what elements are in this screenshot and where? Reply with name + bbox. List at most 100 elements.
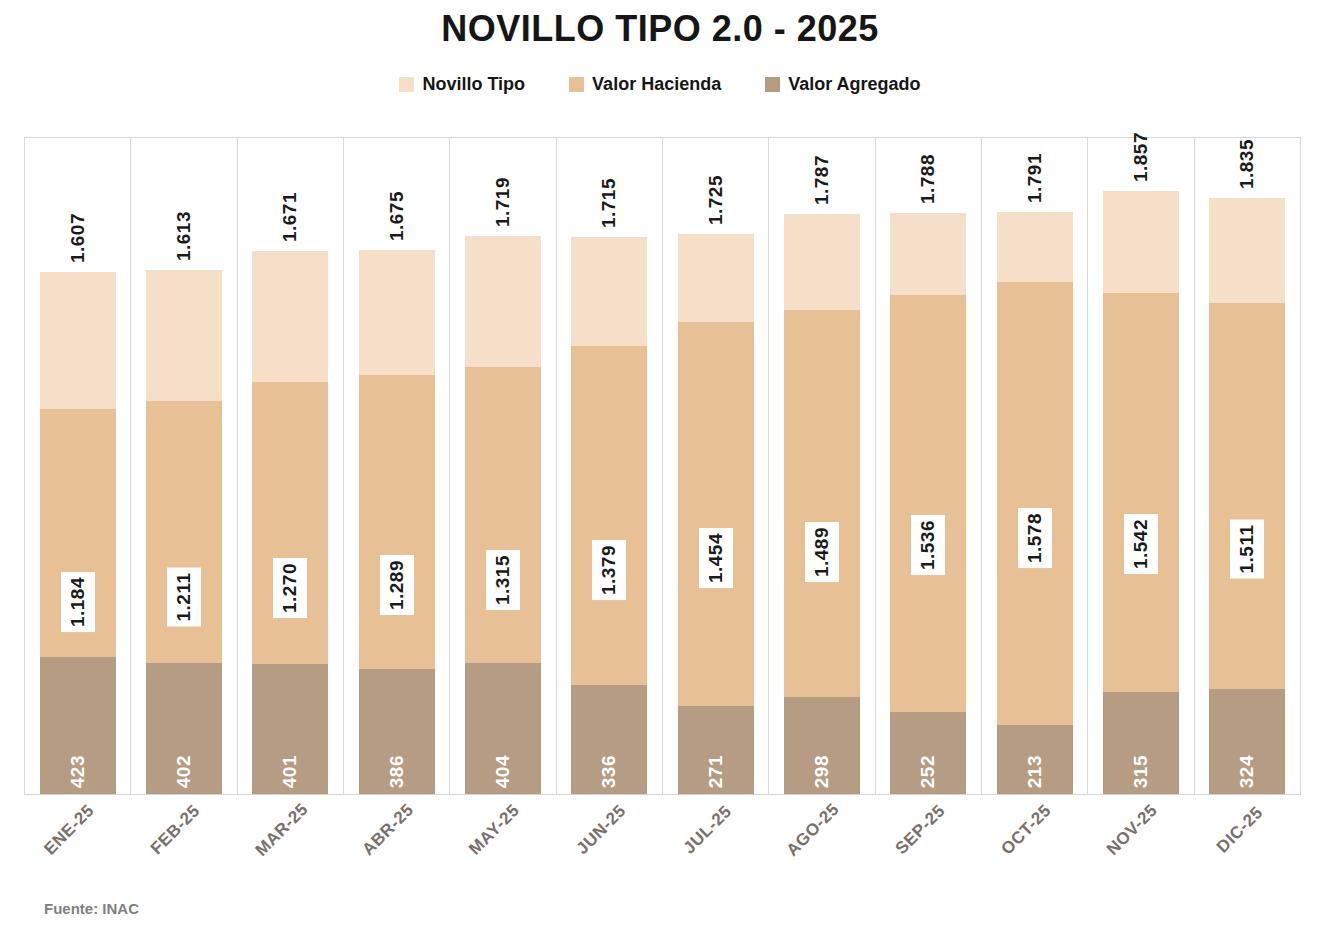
total-value-label: 1.607 — [67, 213, 89, 263]
total-value-label: 1.613 — [173, 211, 195, 261]
category-cell: 1.6711.270401 — [237, 138, 343, 794]
stacked-bar — [1209, 198, 1285, 794]
x-axis-label: JUN-25 — [573, 801, 631, 859]
x-axis-label: MAY-25 — [466, 801, 525, 860]
stacked-bar — [997, 212, 1073, 794]
segment-novillo-tipo — [1103, 191, 1179, 293]
segment-valor-agregado — [252, 664, 328, 794]
segment-novillo-tipo — [1209, 198, 1285, 303]
category-cell: 1.7251.454271 — [662, 138, 768, 794]
x-axis-cell: FEB-25 — [130, 794, 236, 894]
segment-novillo-tipo — [359, 250, 435, 375]
x-axis-label: ABR-25 — [359, 800, 419, 860]
stacked-bar — [465, 236, 541, 794]
segment-valor-hacienda — [465, 367, 541, 663]
stacked-bar — [359, 250, 435, 794]
legend-item-valor-agregado: Valor Agregado — [765, 74, 920, 95]
segment-novillo-tipo — [571, 237, 647, 346]
total-value-label: 1.671 — [279, 192, 301, 242]
segment-valor-hacienda — [40, 409, 116, 656]
segment-valor-hacienda — [678, 322, 754, 706]
segment-valor-agregado — [678, 706, 754, 794]
total-value-label: 1.788 — [917, 154, 939, 204]
segment-valor-agregado — [40, 657, 116, 794]
segment-valor-agregado — [1103, 692, 1179, 794]
category-cell: 1.7881.536252 — [875, 138, 981, 794]
source-note: Fuente: INAC — [44, 900, 139, 917]
legend-swatch-valor-hacienda — [569, 77, 584, 92]
stacked-bar — [784, 214, 860, 794]
x-axis-label: AGO-25 — [783, 799, 844, 860]
segment-novillo-tipo — [784, 214, 860, 311]
legend-label-valor-hacienda: Valor Hacienda — [592, 74, 721, 95]
category-cell: 1.8571.542315 — [1087, 138, 1193, 794]
category-cell: 1.7191.315404 — [449, 138, 555, 794]
category-cell: 1.7871.489298 — [768, 138, 874, 794]
total-value-label: 1.787 — [811, 155, 833, 205]
x-axis-label: MAR-25 — [251, 799, 312, 860]
segment-valor-hacienda — [784, 310, 860, 697]
segment-valor-hacienda — [1103, 293, 1179, 691]
segment-valor-agregado — [997, 725, 1073, 794]
x-axis-label: JUL-25 — [680, 802, 736, 858]
legend: Novillo Tipo Valor Hacienda Valor Agrega… — [0, 74, 1320, 95]
x-axis-cell: MAY-25 — [449, 794, 555, 894]
x-axis-cell: SEP-25 — [875, 794, 981, 894]
category-cell: 1.8351.511324 — [1194, 138, 1300, 794]
category-cell: 1.6751.289386 — [343, 138, 449, 794]
stacked-bar — [571, 237, 647, 794]
segment-novillo-tipo — [997, 212, 1073, 281]
x-axis-cell: OCT-25 — [981, 794, 1087, 894]
category-cell: 1.7151.379336 — [556, 138, 662, 794]
x-axis-cell: ABR-25 — [343, 794, 449, 894]
legend-item-valor-hacienda: Valor Hacienda — [569, 74, 721, 95]
stacked-bar — [146, 270, 222, 794]
chart-canvas: NOVILLO TIPO 2.0 - 2025 Novillo Tipo Val… — [0, 0, 1320, 944]
category-cell: 1.6071.184423 — [24, 138, 130, 794]
total-value-label: 1.725 — [705, 175, 727, 225]
segment-valor-hacienda — [146, 401, 222, 664]
stacked-bar — [890, 213, 966, 794]
stacked-bar — [40, 272, 116, 794]
category-cell: 1.6131.211402 — [130, 138, 236, 794]
x-axis-cell: JUL-25 — [662, 794, 768, 894]
segment-valor-agregado — [465, 663, 541, 794]
total-value-label: 1.675 — [386, 191, 408, 241]
x-axis-cell: ENE-25 — [24, 794, 130, 894]
segment-novillo-tipo — [252, 251, 328, 381]
segment-valor-hacienda — [359, 375, 435, 668]
total-value-label: 1.715 — [598, 178, 620, 228]
chart-title: NOVILLO TIPO 2.0 - 2025 — [0, 8, 1320, 50]
legend-item-novillo-tipo: Novillo Tipo — [399, 74, 525, 95]
legend-label-valor-agregado: Valor Agregado — [788, 74, 920, 95]
total-value-label: 1.835 — [1236, 139, 1258, 189]
legend-label-novillo-tipo: Novillo Tipo — [422, 74, 525, 95]
segment-valor-agregado — [784, 697, 860, 794]
segment-novillo-tipo — [146, 270, 222, 401]
segment-valor-agregado — [890, 712, 966, 794]
x-axis: ENE-25 FEB-25MAR-25 ABR-25 MAY-25 JUN-25 JUL-… — [24, 794, 1300, 894]
total-value-label: 1.719 — [492, 177, 514, 227]
total-value-label: 1.857 — [1130, 132, 1152, 182]
segment-valor-agregado — [1209, 689, 1285, 794]
x-axis-cell: MAR-25 — [237, 794, 343, 894]
x-axis-label: OCT-25 — [997, 801, 1055, 859]
segment-valor-hacienda — [252, 382, 328, 664]
legend-swatch-valor-agregado — [765, 77, 780, 92]
segment-valor-agregado — [146, 663, 222, 794]
segment-novillo-tipo — [465, 236, 541, 367]
segment-novillo-tipo — [678, 234, 754, 322]
stacked-bar — [678, 234, 754, 794]
segment-novillo-tipo — [890, 213, 966, 295]
plot-area: 1.6071.1844231.6131.2114021.6711.2704011… — [24, 137, 1301, 795]
segment-valor-hacienda — [890, 295, 966, 712]
legend-swatch-novillo-tipo — [399, 77, 414, 92]
segment-valor-hacienda — [571, 346, 647, 685]
x-axis-label: ENE-25 — [40, 801, 98, 859]
segment-valor-hacienda — [1209, 303, 1285, 688]
segment-valor-agregado — [571, 685, 647, 794]
x-axis-label: DIC-25 — [1213, 803, 1267, 857]
stacked-bar — [1103, 191, 1179, 794]
segment-valor-agregado — [359, 669, 435, 794]
segment-valor-hacienda — [997, 282, 1073, 725]
